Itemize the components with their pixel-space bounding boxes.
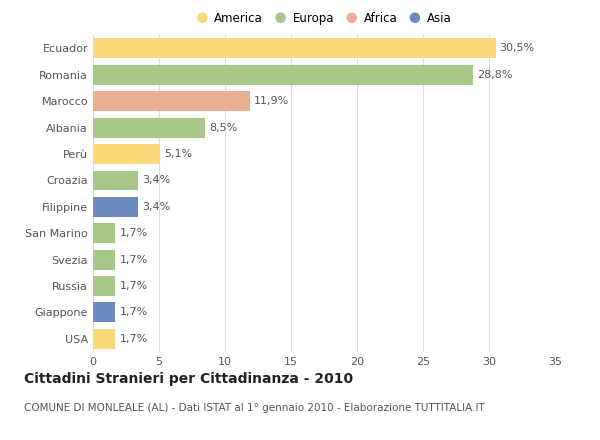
Bar: [93, 303, 115, 322]
Text: 1,7%: 1,7%: [119, 255, 148, 264]
Text: 1,7%: 1,7%: [119, 308, 148, 317]
Bar: [93, 197, 138, 217]
Bar: [93, 276, 115, 296]
Text: 3,4%: 3,4%: [142, 202, 170, 212]
Bar: [93, 329, 115, 348]
Text: 1,7%: 1,7%: [119, 228, 148, 238]
Text: 28,8%: 28,8%: [477, 70, 512, 80]
Text: COMUNE DI MONLEALE (AL) - Dati ISTAT al 1° gennaio 2010 - Elaborazione TUTTITALI: COMUNE DI MONLEALE (AL) - Dati ISTAT al …: [24, 403, 485, 413]
Bar: [93, 92, 250, 111]
Text: 5,1%: 5,1%: [164, 149, 193, 159]
Legend: America, Europa, Africa, Asia: America, Europa, Africa, Asia: [194, 9, 454, 27]
Bar: [93, 38, 496, 58]
Bar: [93, 224, 115, 243]
Text: 1,7%: 1,7%: [119, 281, 148, 291]
Bar: [93, 117, 205, 137]
Text: 1,7%: 1,7%: [119, 334, 148, 344]
Text: 30,5%: 30,5%: [500, 44, 535, 53]
Bar: [93, 144, 160, 164]
Bar: [93, 65, 473, 84]
Text: 8,5%: 8,5%: [209, 123, 238, 132]
Text: 11,9%: 11,9%: [254, 96, 289, 106]
Bar: [93, 171, 138, 190]
Text: Cittadini Stranieri per Cittadinanza - 2010: Cittadini Stranieri per Cittadinanza - 2…: [24, 372, 353, 386]
Text: 3,4%: 3,4%: [142, 176, 170, 185]
Bar: [93, 250, 115, 269]
